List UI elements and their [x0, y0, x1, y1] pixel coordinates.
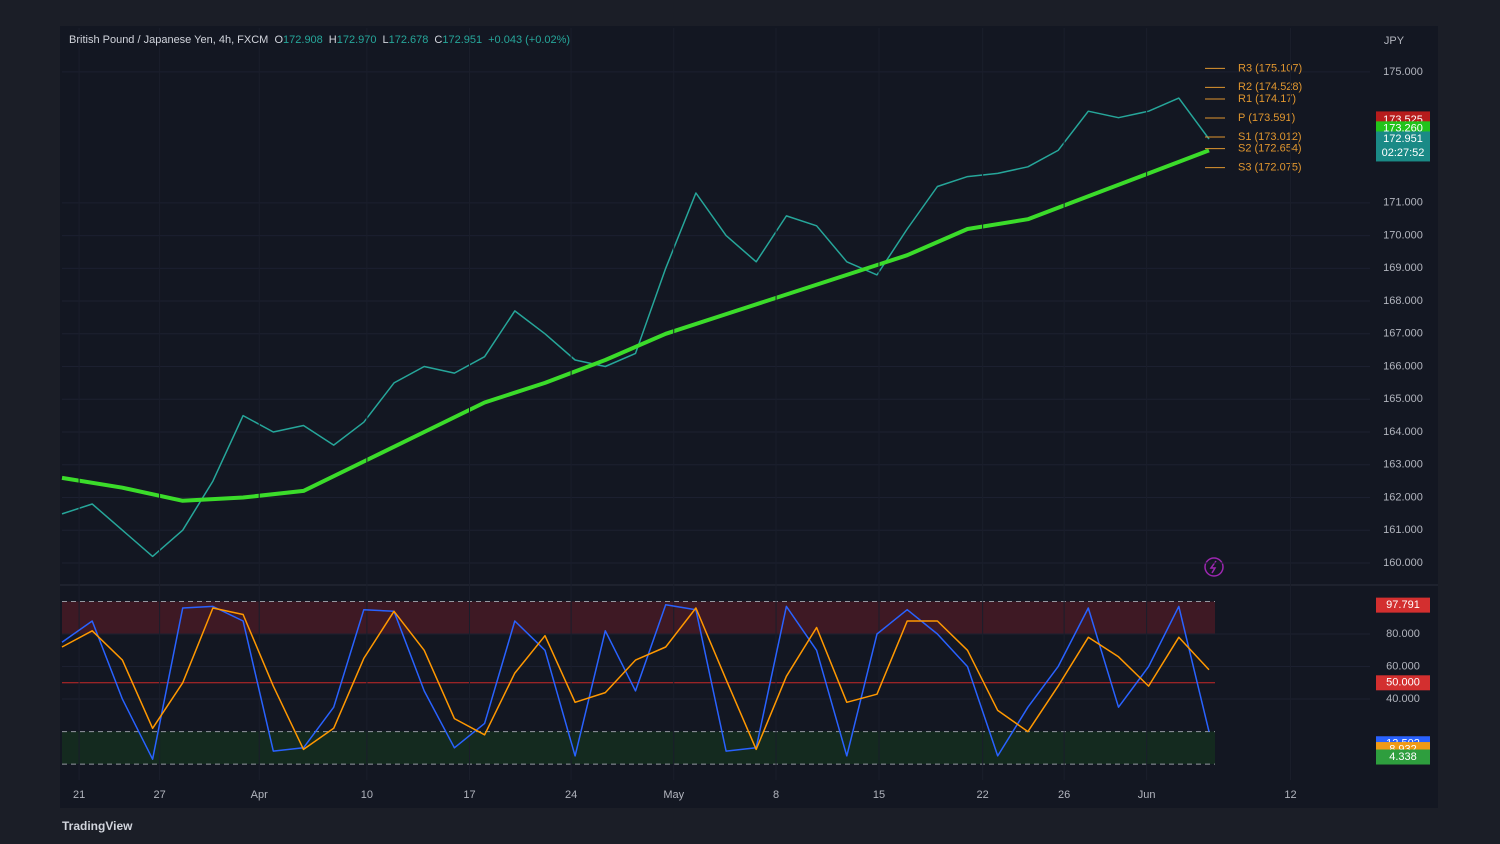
- pivot-label: S1 (173.012): [1238, 131, 1302, 143]
- y-tick-label: 167.000: [1383, 328, 1423, 340]
- chart-area: [60, 26, 1438, 808]
- brand: TradingView: [62, 819, 133, 833]
- y-tick-label: 163.000: [1383, 459, 1423, 471]
- y-tick-label: 175.000: [1383, 66, 1423, 78]
- ohlc-value: 172.970: [336, 34, 377, 46]
- y-tick-label: 171.000: [1383, 197, 1423, 209]
- change: +0.043 (+0.02%): [488, 34, 571, 46]
- alert-icon[interactable]: [1204, 557, 1224, 577]
- symbol-header: British Pound / Japanese Yen, 4h, FXCM O…: [69, 34, 576, 46]
- x-tick-label: 22: [977, 789, 989, 801]
- price-tag-label: 4.338: [1389, 751, 1417, 763]
- countdown: 02:27:52: [1382, 147, 1425, 159]
- y-tick-label: 164.000: [1383, 426, 1423, 438]
- ohlc-value: 172.908: [283, 34, 323, 46]
- y-tick-label: 169.000: [1383, 262, 1423, 274]
- x-tick-label: May: [663, 789, 684, 801]
- ohlc-label: H: [328, 34, 337, 46]
- pivot-label: R2 (174.528): [1238, 81, 1302, 93]
- x-tick-label: 12: [1284, 789, 1296, 801]
- alert-icon-bolt: [1209, 560, 1217, 574]
- pivot-label: R1 (174.17): [1238, 93, 1296, 105]
- x-tick-label: Apr: [251, 789, 268, 801]
- price-tag: [1376, 749, 1430, 765]
- x-tick-label: 27: [153, 789, 165, 801]
- x-tick-label: 24: [565, 789, 577, 801]
- x-tick-label: 10: [361, 789, 373, 801]
- y-tick-label: 162.000: [1383, 491, 1423, 503]
- y-tick-label: 40.000: [1386, 693, 1420, 705]
- x-tick-label: 26: [1058, 789, 1070, 801]
- price-tag-label: 50.000: [1386, 677, 1420, 689]
- price-tag-label: 172.951: [1383, 133, 1423, 145]
- price-tag: [1376, 131, 1430, 162]
- price-tag-label: 97.791: [1386, 599, 1420, 611]
- y-tick-label: 166.000: [1383, 360, 1423, 372]
- ohlc-label: O: [274, 34, 284, 46]
- series-line: [61, 607, 1210, 751]
- x-tick-label: 8: [773, 789, 779, 801]
- x-tick-label: Jun: [1138, 789, 1156, 801]
- series-line: [61, 148, 1210, 503]
- x-tick-label: 17: [463, 789, 475, 801]
- ohlc-label: L: [382, 34, 389, 46]
- y-tick-label: 160.000: [1383, 557, 1423, 569]
- ohlc-value: 172.951: [442, 34, 483, 46]
- y-tick-label: 165.000: [1383, 393, 1423, 405]
- y-tick-label: 60.000: [1386, 660, 1420, 672]
- ohlc-label: C: [434, 34, 443, 46]
- y-tick-label: 161.000: [1383, 524, 1423, 536]
- currency-label: JPY: [1384, 35, 1405, 47]
- pivot-label: P (173.591): [1238, 112, 1295, 124]
- zone: [62, 731, 1215, 765]
- symbol: British Pound / Japanese Yen, 4h, FXCM: [69, 34, 269, 46]
- pivot-label: S2 (172.654): [1238, 143, 1302, 155]
- y-tick-label: 170.000: [1383, 229, 1423, 241]
- price-tag: [1376, 675, 1430, 691]
- x-tick-label: 15: [873, 789, 885, 801]
- zone: [62, 601, 1215, 635]
- y-tick-label: 168.000: [1383, 295, 1423, 307]
- ohlc-value: 172.678: [388, 34, 429, 46]
- pivot-label: R3 (175.107): [1238, 62, 1302, 74]
- series-line: [61, 97, 1210, 558]
- series-line: [61, 604, 1210, 760]
- pivot-label: S3 (172.075): [1238, 162, 1302, 174]
- y-tick-label: 80.000: [1386, 628, 1420, 640]
- price-tag: [1376, 597, 1430, 613]
- x-tick-label: 21: [73, 789, 85, 801]
